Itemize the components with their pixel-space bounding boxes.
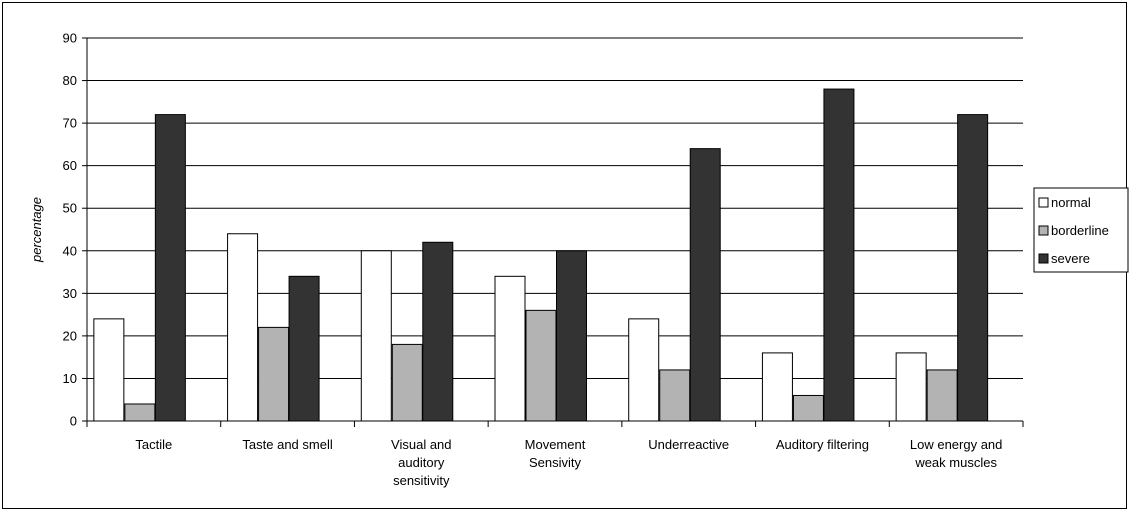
bar-borderline — [258, 326, 290, 422]
x-category-label: Visual and — [391, 437, 451, 452]
legend-label-borderline: borderline — [1051, 223, 1109, 238]
y-tick-label: 0 — [70, 414, 77, 429]
x-category-label: sensitivity — [393, 473, 450, 488]
y-tick-label: 10 — [63, 371, 77, 386]
bar-borderline — [124, 403, 156, 422]
y-tick-label: 80 — [63, 73, 77, 88]
bar-normal — [494, 275, 526, 422]
bar-borderline — [525, 309, 557, 422]
legend-label-normal: normal — [1051, 195, 1091, 210]
bar-normal — [360, 250, 392, 422]
bar-severe — [422, 241, 454, 422]
x-category-label: weak muscles — [914, 455, 997, 470]
bar-severe — [957, 114, 989, 422]
x-category-label: Low energy and — [910, 437, 1003, 452]
x-category-label: Movement — [525, 437, 586, 452]
y-axis-title: percentage — [29, 197, 44, 263]
x-category-label: Underreactive — [648, 437, 729, 452]
legend-label-severe: severe — [1051, 251, 1090, 266]
bar-normal — [227, 233, 259, 422]
x-category-label: Tactile — [135, 437, 172, 452]
bar-severe — [823, 88, 855, 422]
bar-normal — [628, 318, 660, 422]
legend — [1033, 187, 1129, 273]
y-tick-label: 90 — [63, 31, 77, 46]
bar-normal — [93, 318, 125, 422]
y-tick-label: 40 — [63, 243, 77, 258]
bar-borderline — [926, 369, 958, 422]
bar-normal — [895, 352, 927, 422]
bar-borderline — [792, 394, 824, 422]
bar-severe — [556, 250, 587, 422]
y-tick-label: 30 — [63, 286, 77, 301]
bar-borderline — [659, 369, 691, 422]
y-tick-label: 50 — [63, 201, 77, 216]
x-category-label: Taste and smell — [242, 437, 332, 452]
legend-swatch-severe — [1038, 253, 1049, 264]
x-category-label: Auditory filtering — [776, 437, 869, 452]
bar-normal — [761, 352, 793, 422]
x-category-label: Sensivity — [529, 455, 582, 470]
y-tick-label: 60 — [63, 158, 77, 173]
legend-swatch-normal — [1038, 197, 1049, 208]
y-tick-label: 20 — [63, 328, 77, 343]
bar-borderline — [391, 343, 423, 422]
bar-severe — [288, 275, 320, 422]
legend-swatch-borderline — [1038, 225, 1049, 236]
bar-severe — [154, 114, 186, 422]
bar-severe — [689, 148, 721, 422]
y-tick-label: 70 — [63, 116, 77, 131]
x-category-label: auditory — [398, 455, 445, 470]
